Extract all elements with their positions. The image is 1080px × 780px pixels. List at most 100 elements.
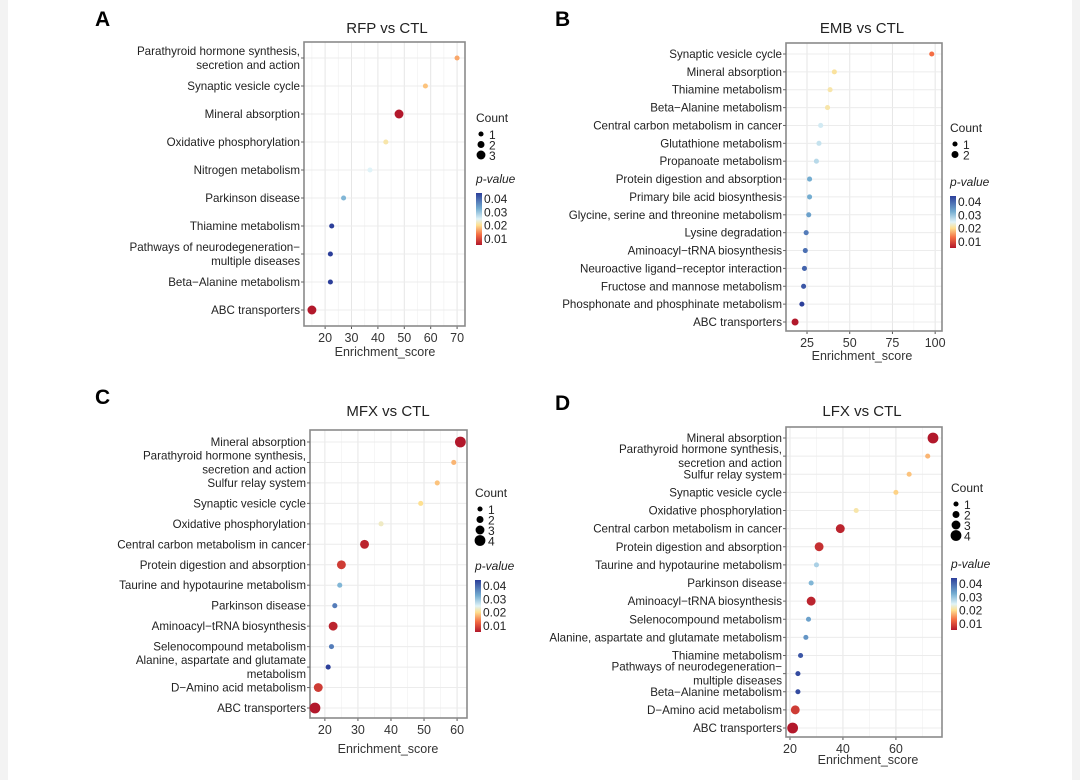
panel-letter: B [555,8,570,31]
y-term-label: Mineral absorption [687,66,782,79]
y-term-label: Selenocompound metabolism [153,641,306,654]
y-term-label-line: Mineral absorption [205,108,300,121]
y-term-label-line: D−Amino acid metabolism [171,682,306,695]
x-tick-label: 25 [800,336,814,350]
y-term-label-line: Selenocompound metabolism [629,613,782,626]
y-term-label-line: multiple diseases [211,255,300,268]
data-point [328,621,338,631]
y-term-label: D−Amino acid metabolism [647,704,782,717]
y-term-label: Protein digestion and absorption [140,559,306,572]
y-term-label-line: Aminoacyl−tRNA biosynthesis [628,245,783,258]
x-tick-label: 40 [384,723,398,737]
data-point [893,489,899,495]
data-point [336,560,346,570]
y-term-label: Mineral absorption [211,436,306,449]
y-term-label: Glycine, serine and threonine metabolism [569,209,782,222]
legend-count-label: 1 [489,128,496,142]
y-term-label-line: Glycine, serine and threonine metabolism [569,209,782,222]
plot-border [785,426,943,738]
legend-colorbar-label: 0.03 [483,592,507,606]
data-point [831,69,837,75]
y-term-label: Central carbon metabolism in cancer [593,119,782,132]
y-term-label-line: Taurine and hypotaurine metabolism [119,579,306,592]
data-point [807,176,813,182]
y-term-label-line: Parathyroid hormone synthesis, [137,45,300,58]
y-term-label: Mineral absorption [687,432,782,445]
y-term-label-line: multiple diseases [693,675,782,688]
legend-size-key [952,141,958,147]
figure-canvas: A RFP vs CTL 20 30 40 50 60 70 Parathyroid hormo… [8,0,1072,780]
legend-colorbar [475,580,481,632]
y-term-label-line: Oxidative phosphorylation [649,505,782,518]
legend-pvalue-title: p-value [475,172,516,186]
data-point [309,702,321,714]
legend-count-title: Count [476,111,509,125]
data-point [798,652,804,659]
y-term-label-line: Alanine, aspartate and glutamate metabol… [549,631,782,644]
plot-border [785,42,943,332]
x-tick-label: 60 [889,742,903,756]
y-term-label: Nitrogen metabolism [194,164,300,177]
y-term-label-line: Aminoacyl−tRNA biosynthesis [152,620,307,633]
legend-count-label: 4 [964,530,971,544]
y-term-label: D−Amino acid metabolism [171,682,306,695]
y-term-label-line: Neuroactive ligand−receptor interaction [580,262,782,275]
y-term-label-line: Parkinson disease [211,600,306,613]
data-point [329,223,335,229]
y-term-label: Sulfur relay system [207,477,306,490]
data-point [795,671,801,677]
y-term-label: Parkinson disease [211,600,306,613]
data-point [818,122,824,129]
y-term-label-line: Pathways of neurodegeneration− [130,241,301,254]
y-term-label: Aminoacyl−tRNA biosynthesis [152,620,307,633]
y-term-label-line: Parathyroid hormone synthesis, [619,443,782,456]
legend-count-label: 1 [488,503,495,517]
legend-size-key [952,511,960,518]
y-term-label: Parathyroid hormone synthesis, secretion … [143,449,306,476]
y-term-label: Central carbon metabolism in cancer [117,538,306,551]
y-term-label: Oxidative phosphorylation [167,136,300,149]
y-term-label-line: Central carbon metabolism in cancer [117,538,306,551]
plot-background [310,430,467,718]
x-tick-label: 30 [351,723,365,737]
x-axis-label: Enrichment_score [335,345,436,359]
y-term-label-line: Parkinson disease [687,577,782,590]
y-term-label: Synaptic vesicle cycle [193,497,306,510]
legend-size-key [477,506,483,512]
legend-pvalue-title: p-value [950,557,991,571]
y-term-label-line: ABC transporters [693,316,782,329]
y-term-label: Beta−Alanine metabolism [168,276,300,289]
plot-title: EMB vs CTL [820,20,904,37]
x-tick-label: 60 [424,331,438,345]
legend-size-key [476,150,486,160]
legend-count-label: 2 [489,139,496,153]
legend-colorbar-label: 0.02 [958,222,982,236]
y-term-label-line: ABC transporters [693,722,782,735]
legend-size-key [951,520,961,530]
plot-title: RFP vs CTL [346,20,427,37]
y-term-label-line: Protein digestion and absorption [616,173,782,186]
data-point [451,459,457,466]
y-term-label-line: secretion and action [202,463,306,476]
data-point [790,705,800,715]
legend-colorbar-label: 0.01 [959,617,983,631]
legend-pvalue-title: p-value [474,559,515,573]
y-term-label-line: Sulfur relay system [207,477,306,490]
y-term-label: Protein digestion and absorption [616,541,782,554]
y-term-label-line: Sulfur relay system [683,468,782,481]
y-term-label: Thiamine metabolism [672,84,782,97]
y-term-label: ABC transporters [693,316,782,329]
y-term-label-line: Protein digestion and absorption [616,541,782,554]
legend-size-key [950,530,962,541]
data-point [806,596,816,606]
plot-background [304,42,465,326]
y-term-label-line: Fructose and mannose metabolism [601,280,782,293]
data-point [853,507,859,514]
x-tick-label: 30 [345,331,359,345]
legend-pvalue-title: p-value [949,175,990,189]
data-point [802,247,808,254]
panel-letter: C [95,386,110,409]
y-term-label-line: D−Amino acid metabolism [647,704,782,717]
legend-colorbar-label: 0.01 [484,232,508,246]
